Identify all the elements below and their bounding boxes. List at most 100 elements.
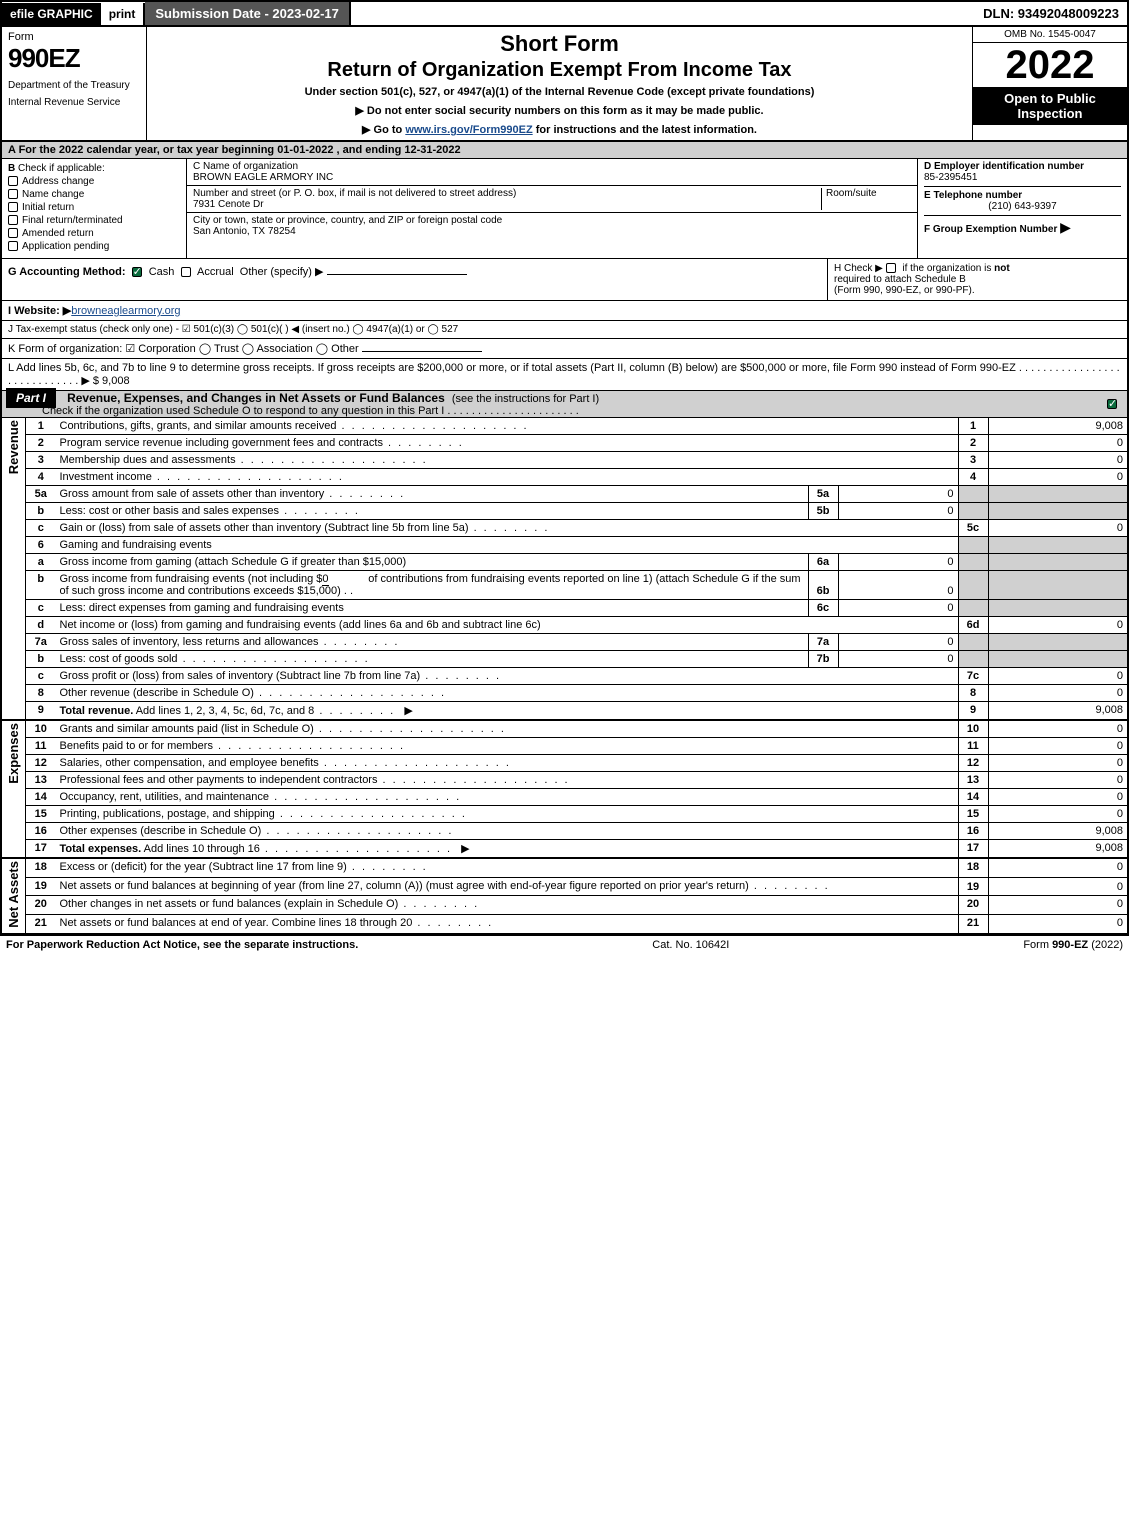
return-title: Return of Organization Exempt From Incom… [155,59,964,82]
line7c-val: 0 [988,668,1128,685]
h-text1: H Check ▶ [834,263,883,274]
b-check-if: Check if applicable: [18,163,105,174]
footer-left: For Paperwork Reduction Act Notice, see … [6,939,358,951]
e-label: E Telephone number [924,190,1022,201]
line18-val: 0 [988,858,1128,877]
line-6c: cLess: direct expenses from gaming and f… [1,600,1128,617]
line-6b: b Gross income from fundraising events (… [1,571,1128,600]
line-16: 16Other expenses (describe in Schedule O… [1,823,1128,840]
l-text: L Add lines 5b, 6c, and 7b to line 9 to … [8,362,1120,387]
cb-label-name: Name change [22,189,84,200]
line10-desc: Grants and similar amounts paid (list in… [60,723,314,735]
ein-value: 85-2395451 [924,172,1121,183]
checkbox-h[interactable] [886,263,896,273]
b-label: B [8,163,15,174]
cb-label-pending: Application pending [22,241,109,252]
form-number: 990EZ [8,43,140,74]
line-5c: cGain or (loss) from sale of assets othe… [1,520,1128,537]
org-street: 7931 Cenote Dr [193,199,821,210]
section-b: B Check if applicable: Address change Na… [2,159,187,258]
line6a-sub: 0 [838,554,958,571]
row-g: G Accounting Method: Cash Accrual Other … [2,259,827,300]
line11-desc: Benefits paid to or for members [60,740,213,752]
k-other-input[interactable] [362,351,482,352]
ssn-warning: ▶ Do not enter social security numbers o… [155,104,964,117]
g-other-input[interactable] [327,274,467,275]
line19-desc: Net assets or fund balances at beginning… [60,880,749,892]
line-5a: 5aGross amount from sale of assets other… [1,486,1128,503]
line16-val: 9,008 [988,823,1128,840]
row-gh: G Accounting Method: Cash Accrual Other … [0,259,1129,301]
line-17: 17Total expenses. Add lines 10 through 1… [1,840,1128,859]
irs-link[interactable]: www.irs.gov/Form990EZ [405,124,532,136]
h-text3: required to attach Schedule B [834,274,966,285]
line20-val: 0 [988,896,1128,915]
line-5b: bLess: cost or other basis and sales exp… [1,503,1128,520]
f-label: F Group Exemption Number [924,224,1057,235]
website-link[interactable]: browneaglearmory.org [71,305,180,317]
line15-desc: Printing, publications, postage, and shi… [60,808,275,820]
dln-label: DLN: 93492048009223 [975,2,1127,25]
checkbox-pending[interactable] [8,241,18,251]
line5c-desc: Gain or (loss) from sale of assets other… [60,522,469,534]
checkbox-cash[interactable] [132,267,142,277]
inspection-box: Open to Public Inspection [973,87,1127,125]
part1-header: Part I Revenue, Expenses, and Changes in… [0,391,1129,418]
line17-desc: Add lines 10 through 16 [144,843,260,855]
line15-val: 0 [988,806,1128,823]
line7c-desc: Gross profit or (loss) from sales of inv… [60,670,421,682]
checkbox-final-return[interactable] [8,215,18,225]
checkbox-initial-return[interactable] [8,202,18,212]
line8-desc: Other revenue (describe in Schedule O) [60,687,254,699]
line19-val: 0 [988,877,1128,896]
header-right: OMB No. 1545-0047 2022 Open to Public In… [972,27,1127,140]
checkbox-amended[interactable] [8,228,18,238]
line-10: Expenses 10Grants and similar amounts pa… [1,720,1128,738]
line-6d: dNet income or (loss) from gaming and fu… [1,617,1128,634]
line21-val: 0 [988,914,1128,933]
dept-irs: Internal Revenue Service [8,97,140,108]
f-arrow-icon: ▶ [1060,219,1071,235]
footer-right: Form 990-EZ (2022) [1023,939,1123,951]
line2-desc: Program service revenue including govern… [60,437,383,449]
l-value: 9,008 [102,375,130,387]
h-text2: if the organization is [902,263,991,274]
section-bcdef: B Check if applicable: Address change Na… [0,159,1129,259]
line17-val: 9,008 [988,840,1128,859]
line5a-sub: 0 [838,486,958,503]
footer-form-bold: 990-EZ [1052,939,1088,951]
k-text: K Form of organization: ☑ Corporation ◯ … [8,343,359,355]
checkbox-schedule-o[interactable] [1107,399,1117,409]
checkbox-accrual[interactable] [181,267,191,277]
print-button[interactable]: print [101,3,146,25]
spacer [351,2,975,25]
c-name-label: C Name of organization [193,161,911,172]
line7a-desc: Gross sales of inventory, less returns a… [60,636,319,648]
line5a-desc: Gross amount from sale of assets other t… [60,488,325,500]
org-city: San Antonio, TX 78254 [193,226,911,237]
g-label: G Accounting Method: [8,266,126,278]
checkbox-address-change[interactable] [8,176,18,186]
footer-form-pre: Form [1023,939,1052,951]
efile-button[interactable]: efile GRAPHIC [2,3,101,25]
line-4: 4Investment income 40 [1,469,1128,486]
header-center: Short Form Return of Organization Exempt… [147,27,972,140]
row-i: I Website: ▶browneaglearmory.org [0,301,1129,321]
line-18: Net Assets 18Excess or (deficit) for the… [1,858,1128,877]
top-bar: efile GRAPHIC print Submission Date - 20… [0,0,1129,27]
vert-revenue: Revenue [6,420,21,474]
line-7a: 7aGross sales of inventory, less returns… [1,634,1128,651]
vert-expenses: Expenses [6,723,21,784]
line8-val: 0 [988,685,1128,702]
line21-desc: Net assets or fund balances at end of ye… [60,917,413,929]
line6b-sub: 0 [838,571,958,600]
short-form-title: Short Form [155,31,964,57]
line7a-sub: 0 [838,634,958,651]
line6c-desc: Less: direct expenses from gaming and fu… [60,602,344,614]
checkbox-name-change[interactable] [8,189,18,199]
line6b-pre: Gross income from fundraising events (no… [60,573,323,585]
line-9: 9Total revenue. Add lines 1, 2, 3, 4, 5c… [1,702,1128,721]
row-h: H Check ▶ if the organization is not req… [827,259,1127,300]
row-a-tax-year: A For the 2022 calendar year, or tax yea… [0,142,1129,159]
h-not: not [994,263,1010,274]
